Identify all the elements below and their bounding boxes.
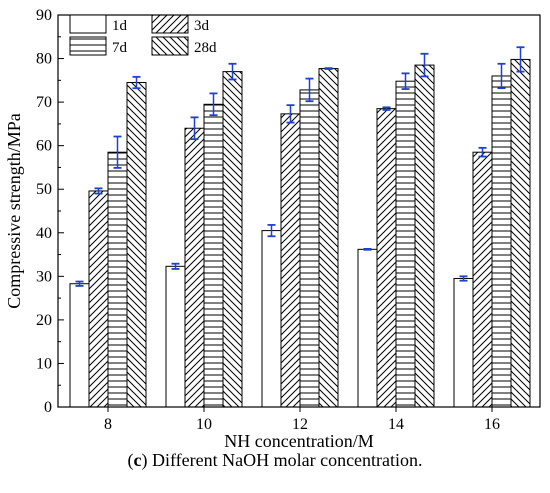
y-tick-label: 0 bbox=[44, 399, 52, 416]
legend-label-3d: 3d bbox=[194, 18, 210, 34]
x-axis-ticks: 8 10 12 14 16 bbox=[104, 407, 500, 433]
x-tick-label: 8 bbox=[104, 416, 112, 433]
legend-label-1d: 1d bbox=[112, 18, 128, 34]
legend-swatch-3d bbox=[151, 14, 189, 34]
bar-3d-8 bbox=[88, 190, 109, 408]
bar-1d-14 bbox=[357, 248, 378, 408]
bar-1d-8 bbox=[69, 283, 90, 408]
legend: 1d 3d 7d 28d bbox=[69, 14, 217, 56]
x-tick-label: 16 bbox=[484, 416, 500, 433]
legend-swatch-28d bbox=[151, 36, 189, 56]
bar-7d-16 bbox=[491, 75, 512, 408]
y-tick-label: 90 bbox=[36, 7, 52, 24]
y-tick-label: 10 bbox=[36, 355, 52, 372]
y-tick-label: 40 bbox=[36, 225, 52, 242]
bar-3d-16 bbox=[472, 151, 493, 408]
x-axis-title: NH concentration/M bbox=[224, 431, 373, 451]
x-tick-label: 12 bbox=[292, 416, 308, 433]
error-bars-group bbox=[75, 46, 525, 287]
caption-panel-letter: c bbox=[133, 450, 142, 470]
y-tick-label: 70 bbox=[36, 94, 52, 111]
y-axis-title: Compressive strength/MPa bbox=[4, 113, 24, 309]
y-tick-label: 30 bbox=[36, 268, 52, 285]
bar-3d-10 bbox=[184, 127, 205, 408]
bar-28d-14 bbox=[414, 64, 435, 408]
bars-group bbox=[69, 58, 531, 408]
bar-7d-10 bbox=[203, 103, 224, 408]
legend-swatch-7d bbox=[69, 36, 107, 56]
caption-text: Different NaOH molar concentration. bbox=[151, 450, 423, 470]
bar-1d-12 bbox=[261, 230, 282, 408]
bar-28d-8 bbox=[126, 82, 147, 408]
bar-7d-14 bbox=[395, 80, 416, 408]
bar-3d-14 bbox=[376, 108, 397, 408]
bar-28d-12 bbox=[318, 68, 339, 408]
bar-7d-8 bbox=[107, 151, 128, 408]
bar-28d-16 bbox=[510, 58, 531, 408]
y-axis-ticks: 0 10 20 30 40 50 60 70 80 90 bbox=[36, 7, 64, 416]
bar-1d-16 bbox=[453, 278, 474, 408]
y-tick-label: 50 bbox=[36, 181, 52, 198]
legend-swatch-1d bbox=[69, 14, 107, 34]
y-tick-label: 80 bbox=[36, 51, 52, 68]
figure-caption: (c) Different NaOH molar concentration. bbox=[127, 450, 423, 470]
legend-label-7d: 7d bbox=[112, 40, 128, 56]
bar-7d-12 bbox=[299, 89, 320, 408]
x-tick-label: 10 bbox=[196, 416, 212, 433]
x-tick-label: 14 bbox=[388, 416, 404, 433]
bar-3d-12 bbox=[280, 113, 301, 408]
y-tick-label: 60 bbox=[36, 138, 52, 155]
bar-1d-10 bbox=[165, 265, 186, 408]
y-tick-label: 20 bbox=[36, 312, 52, 329]
legend-label-28d: 28d bbox=[194, 40, 217, 56]
bar-28d-10 bbox=[222, 71, 243, 408]
